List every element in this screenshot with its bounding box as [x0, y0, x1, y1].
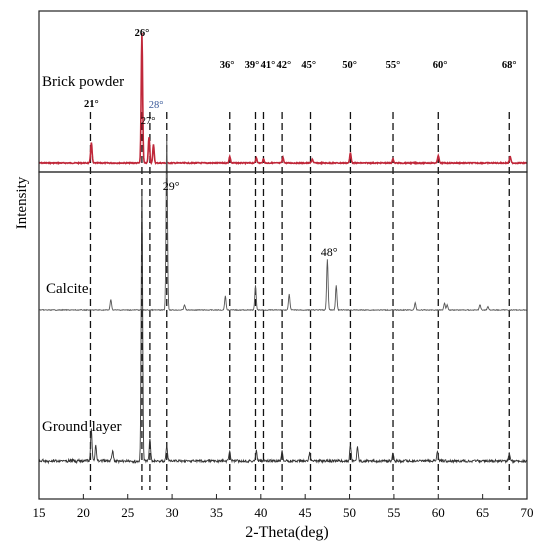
- x-tick-label-40: 40: [254, 505, 267, 520]
- series-labels: Brick powder Calcite Ground layer: [42, 74, 124, 435]
- x-tick-label-45: 45: [299, 505, 312, 520]
- x-tick-label-20: 20: [77, 505, 90, 520]
- x-tick-label-60: 60: [432, 505, 445, 520]
- x-axis: 15 20 25 30 35 40 45 50 55 60 65 70: [33, 494, 534, 520]
- series-label-calcite: Calcite: [46, 281, 89, 297]
- peak-annotation-1: 21°: [84, 99, 99, 110]
- series-line-calcite: [38, 134, 528, 312]
- series-label-ground-layer: Ground layer: [42, 419, 122, 435]
- peak-annotation-8: 45°: [301, 60, 316, 71]
- peak-annotation-14: 48°: [321, 245, 338, 259]
- reference-lines: [89, 112, 510, 490]
- peak-annotation-13: 29°: [163, 179, 180, 193]
- series-line-ground-layer: [38, 190, 528, 465]
- bottom-panel-frame: [38, 171, 528, 500]
- series-traces: [38, 32, 528, 465]
- peak-annotation-11: 60°: [433, 60, 448, 71]
- peak-annotation-3: 27°: [141, 116, 156, 127]
- x-tick-label-35: 35: [210, 505, 223, 520]
- peak-annotations: 26° 21° 28° 27° 36° 39° 41° 42° 45° 50° 55° 60° 68° 2…: [84, 28, 517, 259]
- x-tick-label-25: 25: [121, 505, 134, 520]
- peak-annotation-9: 50°: [342, 60, 357, 71]
- peak-annotation-5: 39°: [245, 60, 260, 71]
- peak-annotation-6: 41°: [261, 60, 276, 71]
- x-tick-label-65: 65: [476, 505, 489, 520]
- peak-annotation-4: 36°: [220, 60, 235, 71]
- x-tick-label-50: 50: [343, 505, 356, 520]
- x-tick-label-55: 55: [387, 505, 400, 520]
- top-panel-frame: [38, 10, 528, 173]
- x-tick-label-70: 70: [521, 505, 534, 520]
- y-axis-label: Intensity: [14, 176, 30, 229]
- peak-annotation-12: 68°: [502, 60, 517, 71]
- peak-annotation-2: 28°: [149, 100, 164, 111]
- series-label-brick-powder: Brick powder: [42, 74, 124, 90]
- peak-annotation-7: 42°: [277, 60, 292, 71]
- x-axis-label: 2-Theta(deg): [245, 524, 329, 541]
- peak-annotation-0: 26°: [135, 28, 150, 39]
- x-tick-label-15: 15: [33, 505, 46, 520]
- x-tick-label-30: 30: [166, 505, 179, 520]
- plot-frames: [38, 10, 528, 500]
- peak-annotation-10: 55°: [386, 60, 401, 71]
- series-line-brick-powder: [38, 32, 528, 166]
